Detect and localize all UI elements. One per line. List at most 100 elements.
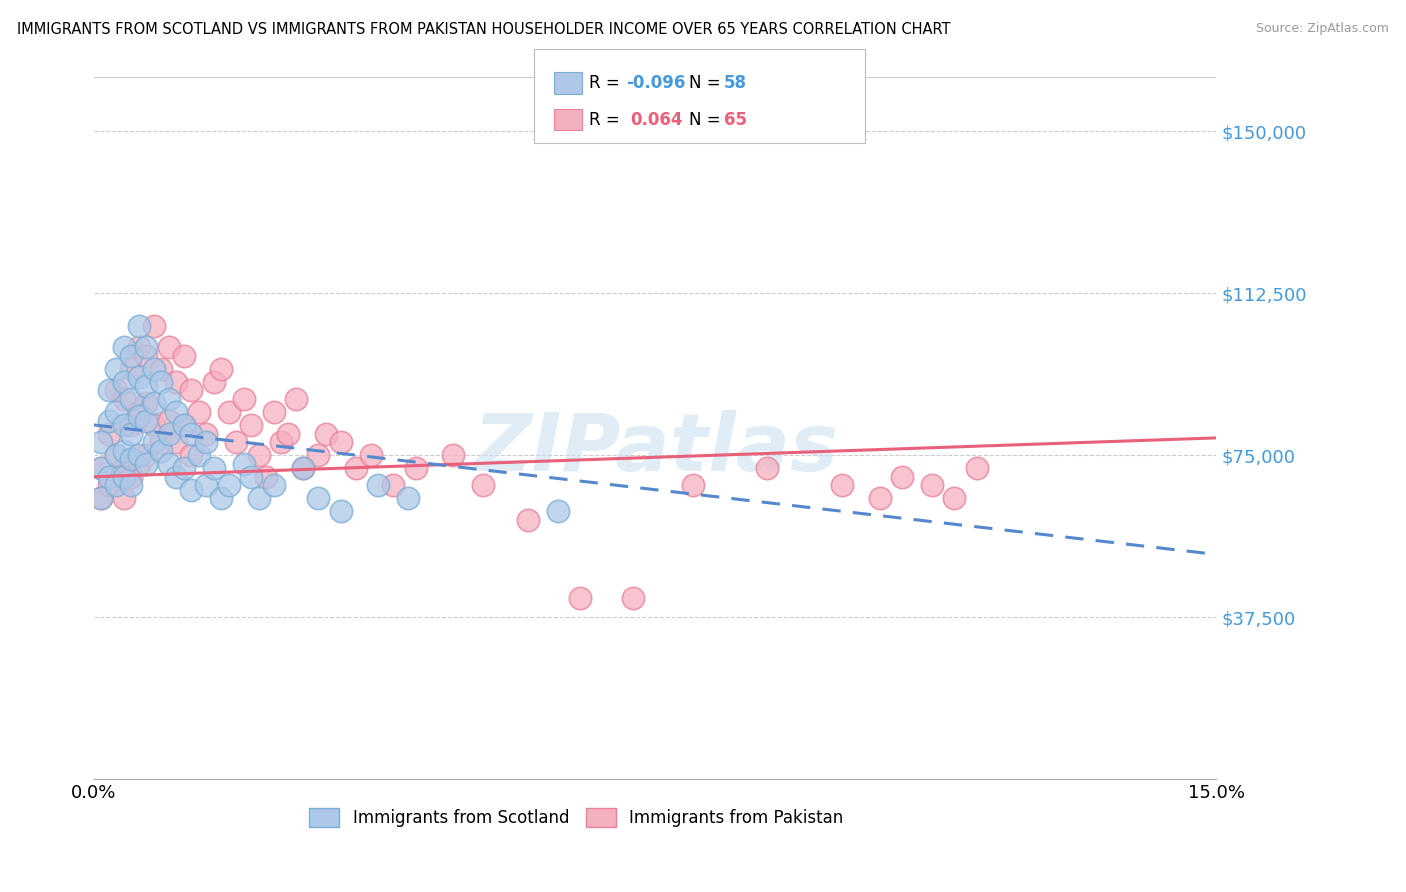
Point: [441, 448, 464, 462]
Point: [943, 491, 966, 506]
Point: [150, 443, 173, 458]
Point: [90, 461, 112, 475]
Point: [112, 469, 135, 483]
Point: [112, 375, 135, 389]
Point: [240, 417, 263, 432]
Point: [112, 340, 135, 354]
Point: [135, 340, 157, 354]
Point: [307, 448, 329, 462]
Point: [120, 452, 142, 467]
Point: [315, 426, 337, 441]
Point: [105, 384, 128, 398]
Point: [195, 478, 218, 492]
Point: [105, 448, 128, 462]
Text: R =: R =: [589, 74, 626, 92]
Point: [150, 361, 173, 376]
Point: [202, 461, 225, 475]
Point: [232, 457, 254, 471]
Point: [292, 461, 315, 475]
Point: [142, 318, 165, 333]
Point: [254, 469, 277, 483]
Point: [195, 426, 218, 441]
Point: [157, 426, 180, 441]
Point: [150, 435, 173, 450]
Point: [97, 478, 120, 492]
Point: [142, 361, 165, 376]
Point: [569, 591, 592, 605]
Point: [150, 375, 173, 389]
Text: N =: N =: [689, 111, 725, 128]
Text: IMMIGRANTS FROM SCOTLAND VS IMMIGRANTS FROM PAKISTAN HOUSEHOLDER INCOME OVER 65 : IMMIGRANTS FROM SCOTLAND VS IMMIGRANTS F…: [17, 22, 950, 37]
Point: [225, 435, 247, 450]
Point: [120, 349, 142, 363]
Point: [187, 448, 209, 462]
Point: [128, 340, 150, 354]
Point: [112, 392, 135, 406]
Point: [97, 414, 120, 428]
Point: [202, 375, 225, 389]
Point: [232, 392, 254, 406]
Point: [97, 469, 120, 483]
Point: [173, 349, 195, 363]
Point: [135, 349, 157, 363]
Point: [90, 491, 112, 506]
Point: [128, 448, 150, 462]
Point: [120, 426, 142, 441]
Point: [209, 361, 232, 376]
Point: [756, 461, 779, 475]
Point: [165, 469, 187, 483]
Point: [165, 405, 187, 419]
Legend: Immigrants from Scotland, Immigrants from Pakistan: Immigrants from Scotland, Immigrants fro…: [302, 801, 851, 834]
Point: [97, 384, 120, 398]
Point: [307, 491, 329, 506]
Point: [120, 361, 142, 376]
Point: [682, 478, 704, 492]
Point: [142, 435, 165, 450]
Point: [240, 469, 263, 483]
Point: [382, 478, 405, 492]
Point: [891, 469, 914, 483]
Point: [120, 478, 142, 492]
Point: [547, 504, 569, 518]
Point: [209, 491, 232, 506]
Point: [263, 405, 285, 419]
Point: [831, 478, 853, 492]
Point: [263, 478, 285, 492]
Point: [105, 361, 128, 376]
Point: [90, 491, 112, 506]
Point: [135, 396, 157, 410]
Point: [90, 435, 112, 450]
Point: [329, 435, 352, 450]
Point: [921, 478, 943, 492]
Point: [128, 409, 150, 424]
Point: [218, 478, 240, 492]
Point: [128, 370, 150, 384]
Point: [112, 443, 135, 458]
Point: [112, 491, 135, 506]
Point: [472, 478, 495, 492]
Point: [157, 457, 180, 471]
Point: [367, 478, 389, 492]
Point: [270, 435, 292, 450]
Point: [247, 491, 270, 506]
Text: N =: N =: [689, 74, 725, 92]
Point: [142, 396, 165, 410]
Point: [157, 340, 180, 354]
Text: ZIPatlas: ZIPatlas: [472, 410, 838, 488]
Point: [218, 405, 240, 419]
Point: [180, 426, 202, 441]
Point: [135, 379, 157, 393]
Point: [173, 461, 195, 475]
Point: [157, 414, 180, 428]
Point: [165, 375, 187, 389]
Point: [142, 417, 165, 432]
Point: [247, 448, 270, 462]
Point: [195, 435, 218, 450]
Point: [120, 392, 142, 406]
Point: [292, 461, 315, 475]
Point: [516, 513, 538, 527]
Point: [180, 483, 202, 497]
Text: 65: 65: [724, 111, 747, 128]
Point: [112, 417, 135, 432]
Point: [173, 417, 195, 432]
